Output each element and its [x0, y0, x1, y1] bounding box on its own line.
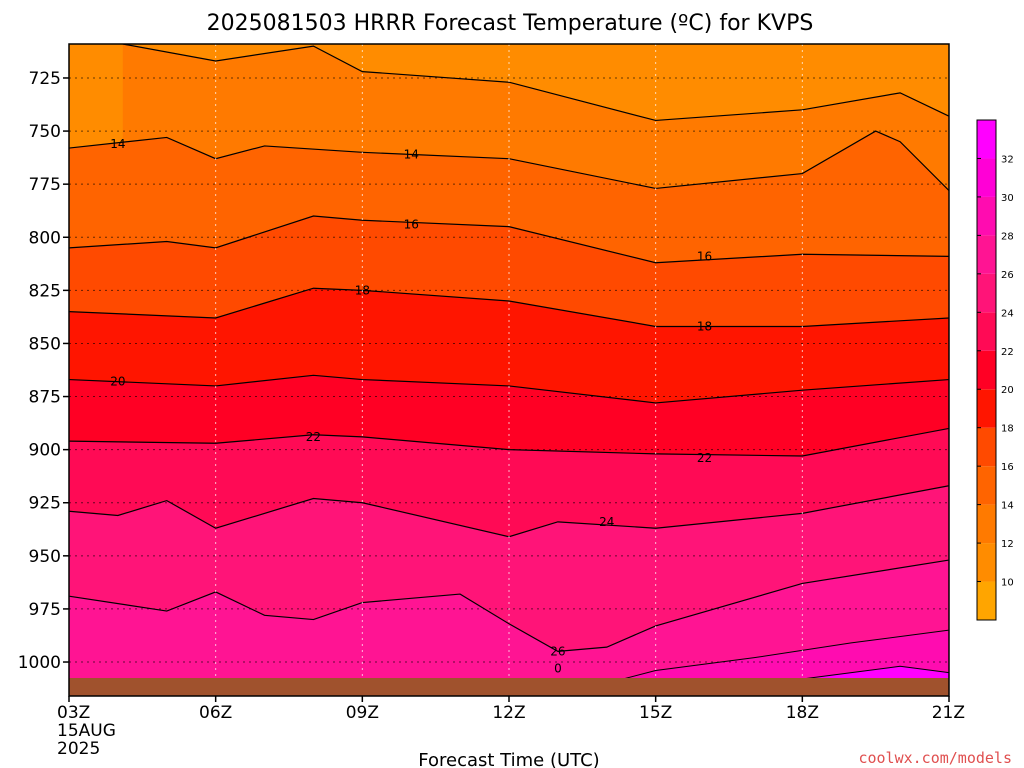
y-tick-label: 725 — [29, 69, 61, 89]
colorbar-band — [977, 196, 996, 236]
x-tick-label: 12Z — [492, 703, 525, 723]
colorbar-label: 32 — [1001, 154, 1014, 165]
x-tick-sublabel: 15AUG — [57, 721, 116, 741]
contour-label: 16 — [404, 218, 419, 232]
colorbar-frame — [976, 119, 997, 621]
contour-label: 18 — [697, 319, 712, 333]
x-tick-label: 21Z — [932, 703, 965, 723]
y-tick-label: 800 — [29, 228, 61, 248]
colorbar-band — [977, 504, 996, 544]
x-tick-label: 03Z — [57, 703, 90, 723]
y-tick-label: 825 — [29, 281, 61, 301]
contour-label: 20 — [110, 375, 125, 389]
contour-line-24 — [69, 485, 949, 538]
y-tick-label: 775 — [29, 175, 61, 195]
colorbar-label: 24 — [1001, 308, 1014, 319]
contour-fills — [69, 44, 949, 696]
colorbar-band — [977, 427, 996, 467]
x-tick-label: 06Z — [199, 703, 232, 723]
y-tick-label: 925 — [29, 494, 61, 514]
chart-title: 2025081503 HRRR Forecast Temperature (ºC… — [207, 11, 814, 36]
contour-line-22 — [69, 427, 949, 457]
colorbar-label: 22 — [1001, 347, 1014, 358]
x-tick-sublabel: 2025 — [57, 739, 100, 759]
x-tick-label: 18Z — [786, 703, 819, 723]
contour-label: 24 — [599, 515, 614, 529]
colorbar-label: 16 — [1001, 462, 1014, 473]
contour-label: 26 — [550, 644, 565, 658]
y-tick-label: 950 — [29, 547, 61, 567]
colorbar-band — [977, 312, 996, 351]
ground-strip — [69, 678, 949, 696]
contour-line-12 — [122, 44, 949, 122]
colorbar-band — [977, 543, 996, 582]
contour-label: 18 — [355, 283, 370, 297]
colorbar-band — [977, 235, 996, 274]
colorbar-band — [977, 350, 996, 390]
colorbar-band — [977, 273, 996, 313]
colorbar-band — [977, 581, 996, 620]
colorbar-label: 28 — [1001, 231, 1014, 242]
colorbar-label: 14 — [1001, 501, 1014, 512]
axes: 725 750 775 800 825 850 875 900 925 950 975 1000 03Z… — [18, 43, 965, 759]
colorbar-label: 30 — [1001, 193, 1014, 204]
contour-line-16 — [69, 215, 949, 264]
colorbar-label: 12 — [1001, 539, 1014, 550]
y-tick-label: 975 — [29, 600, 61, 620]
y-tick-label: 1000 — [18, 653, 61, 673]
y-tick-label: 900 — [29, 441, 61, 461]
contour-label: 22 — [306, 430, 321, 444]
x-tick-label: 15Z — [639, 703, 672, 723]
colorbar-band — [977, 466, 996, 505]
colorbar-band — [977, 158, 996, 197]
x-axis-label: Forecast Time (UTC) — [418, 750, 599, 768]
grid-lines — [69, 44, 949, 678]
colorbar-label: 18 — [1001, 424, 1014, 435]
credit-text: coolwx.com/models — [858, 749, 1012, 767]
colorbar-band — [977, 120, 996, 159]
colorbar: 10 12 14 16 18 20 22 24 26 28 30 32 — [976, 119, 1014, 621]
contour-line-18 — [69, 287, 949, 328]
colorbar-label: 26 — [1001, 270, 1014, 281]
x-tick-label: 09Z — [346, 703, 379, 723]
y-tick-label: 875 — [29, 388, 61, 408]
colorbar-band — [977, 389, 996, 428]
contour-label: 14 — [110, 137, 125, 151]
plot-area: 14 14 16 16 18 18 20 22 22 24 26 0 — [69, 44, 949, 696]
colorbar-label: 20 — [1001, 385, 1014, 396]
y-tick-label: 750 — [29, 122, 61, 142]
contour-line-20 — [69, 374, 949, 404]
colorbar-label: 10 — [1001, 578, 1014, 589]
contour-label: 14 — [404, 147, 419, 161]
contour-label: 16 — [697, 249, 712, 263]
contour-label: 0 — [554, 661, 562, 675]
y-tick-label: 850 — [29, 334, 61, 354]
contour-label: 22 — [697, 451, 712, 465]
